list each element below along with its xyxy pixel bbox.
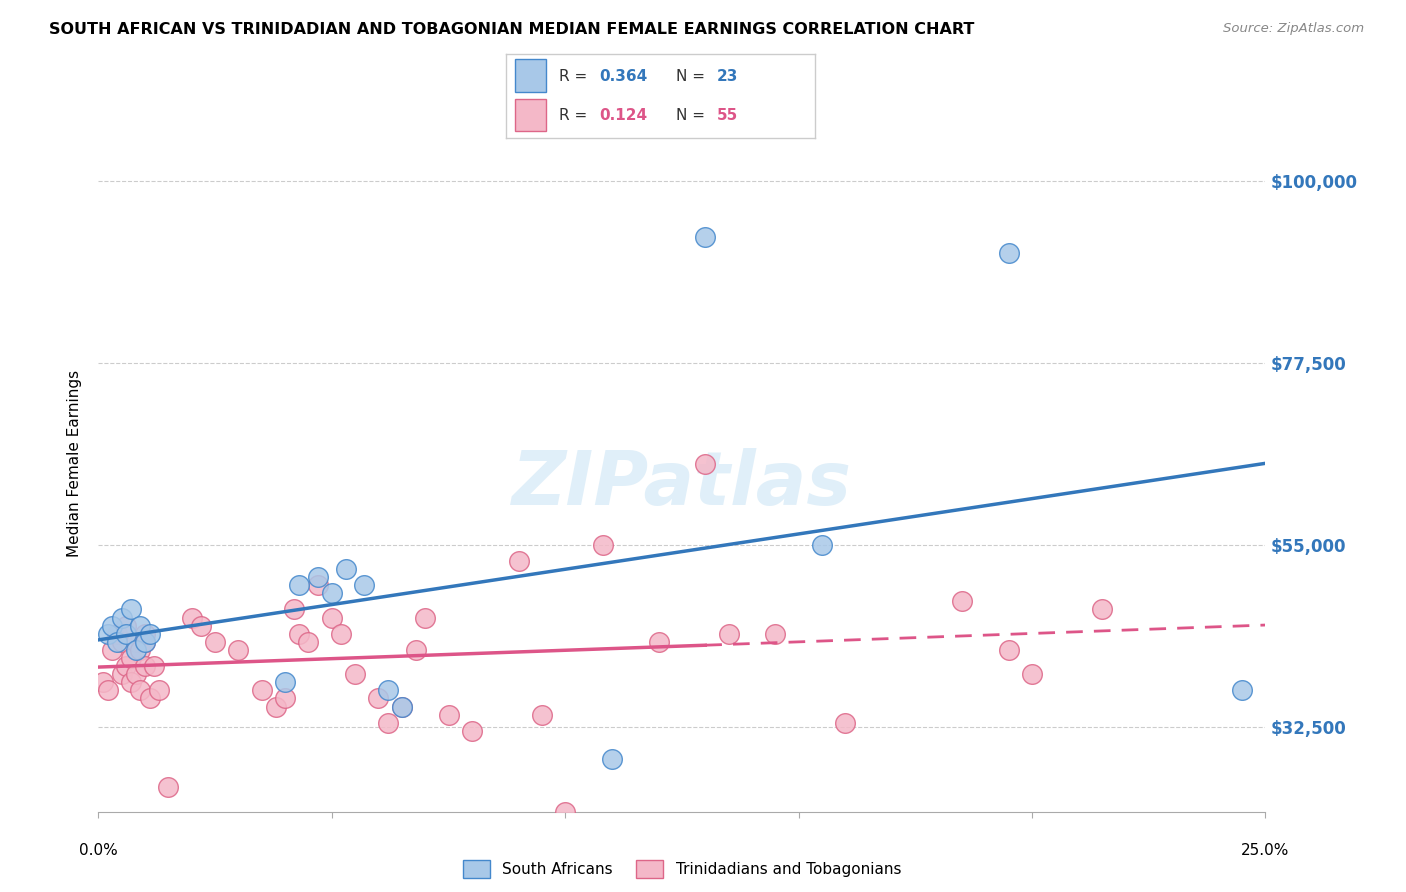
Point [461,723,484,738]
Text: 55: 55 [717,108,738,123]
Point [413,610,436,624]
Point [120,651,142,665]
Point [125,643,148,657]
Point [91,675,114,690]
Text: 0.0%: 0.0% [79,843,118,858]
Point [695,230,717,244]
Point [367,691,389,706]
Point [143,659,166,673]
Point [101,618,124,632]
Point [437,707,460,722]
Point [111,667,134,681]
Point [134,659,156,673]
Point [115,626,138,640]
Point [139,691,162,706]
Text: ZIPatlas: ZIPatlas [512,448,852,521]
Point [530,707,553,722]
Point [353,578,375,592]
Point [335,562,357,576]
Point [1091,602,1114,616]
Text: 0.364: 0.364 [599,69,647,84]
Point [111,635,134,649]
Point [283,602,305,616]
Point [391,699,413,714]
Point [134,635,156,649]
Point [129,643,152,657]
Point [204,635,226,649]
Point [288,626,311,640]
Point [129,618,152,632]
Point [288,578,311,592]
Text: R =: R = [558,69,586,84]
Point [997,643,1019,657]
Point [321,610,343,624]
Text: 0.124: 0.124 [599,108,647,123]
Text: R =: R = [558,108,586,123]
Point [297,635,319,649]
Point [344,667,367,681]
Y-axis label: Median Female Earnings: Median Female Earnings [67,370,83,558]
Point [120,675,142,690]
Point [157,780,180,795]
Point [834,715,856,730]
Point [125,635,148,649]
Point [508,554,530,568]
Point [97,626,120,640]
Point [115,618,138,632]
Point [600,752,623,766]
Point [101,643,124,657]
Point [997,246,1019,260]
Text: N =: N = [676,108,706,123]
Point [134,635,156,649]
Point [97,683,120,698]
Point [190,618,212,632]
Point [554,805,576,819]
Text: 23: 23 [717,69,738,84]
Point [763,626,786,640]
Point [250,683,273,698]
Point [139,626,162,640]
Point [950,594,973,608]
Point [105,635,128,649]
Point [307,570,329,584]
Text: 25.0%: 25.0% [1241,843,1289,858]
Point [129,683,152,698]
Point [307,578,329,592]
Point [274,691,297,706]
Point [811,538,834,552]
Legend: South Africans, Trinidadians and Tobagonians: South Africans, Trinidadians and Tobagon… [457,855,907,884]
Point [111,610,134,624]
Point [228,643,250,657]
Point [717,626,740,640]
Point [377,683,399,698]
Point [264,699,287,714]
Point [592,538,614,552]
Text: SOUTH AFRICAN VS TRINIDADIAN AND TOBAGONIAN MEDIAN FEMALE EARNINGS CORRELATION C: SOUTH AFRICAN VS TRINIDADIAN AND TOBAGON… [49,22,974,37]
Point [134,626,156,640]
Point [377,715,399,730]
Point [105,626,128,640]
Point [1230,683,1253,698]
Point [647,635,669,649]
Point [180,610,202,624]
Point [330,626,353,640]
Point [125,667,148,681]
Point [120,602,142,616]
Point [391,699,413,714]
Point [695,457,717,471]
FancyBboxPatch shape [516,60,547,92]
Text: N =: N = [676,69,706,84]
FancyBboxPatch shape [516,99,547,131]
Text: Source: ZipAtlas.com: Source: ZipAtlas.com [1223,22,1364,36]
Point [115,659,138,673]
Point [1021,667,1043,681]
Point [148,683,170,698]
Point [274,675,297,690]
Point [321,586,343,600]
Point [405,643,427,657]
